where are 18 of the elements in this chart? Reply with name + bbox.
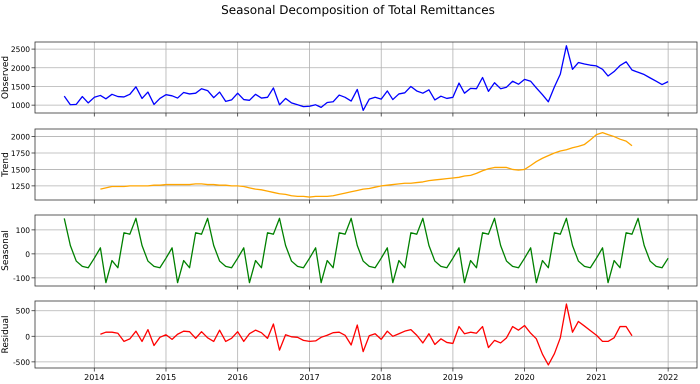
x-tick-label: 2018: [371, 373, 392, 382]
line-series: [100, 303, 633, 366]
x-tick-label: 2020: [514, 373, 535, 382]
line-series: [64, 45, 669, 112]
x-tick-label: 2016: [227, 373, 248, 382]
x-tick-label: 2014: [84, 373, 104, 382]
y-axis-title: Seasonal: [0, 230, 11, 271]
line-series: [100, 132, 633, 198]
x-tick-label: 2019: [442, 373, 464, 382]
line-series: [64, 218, 669, 284]
y-axis-title: Trend: [0, 152, 11, 178]
x-tick-label: 2017: [299, 373, 320, 382]
y-axis-title: Residual: [0, 315, 11, 354]
x-tick-label: 2021: [586, 373, 607, 382]
chart-title: Seasonal Decomposition of Total Remittances: [221, 3, 495, 17]
x-tick-label: 2022: [658, 373, 678, 382]
y-axis-title: Observed: [0, 56, 11, 100]
x-tick-label: 2015: [156, 373, 176, 382]
